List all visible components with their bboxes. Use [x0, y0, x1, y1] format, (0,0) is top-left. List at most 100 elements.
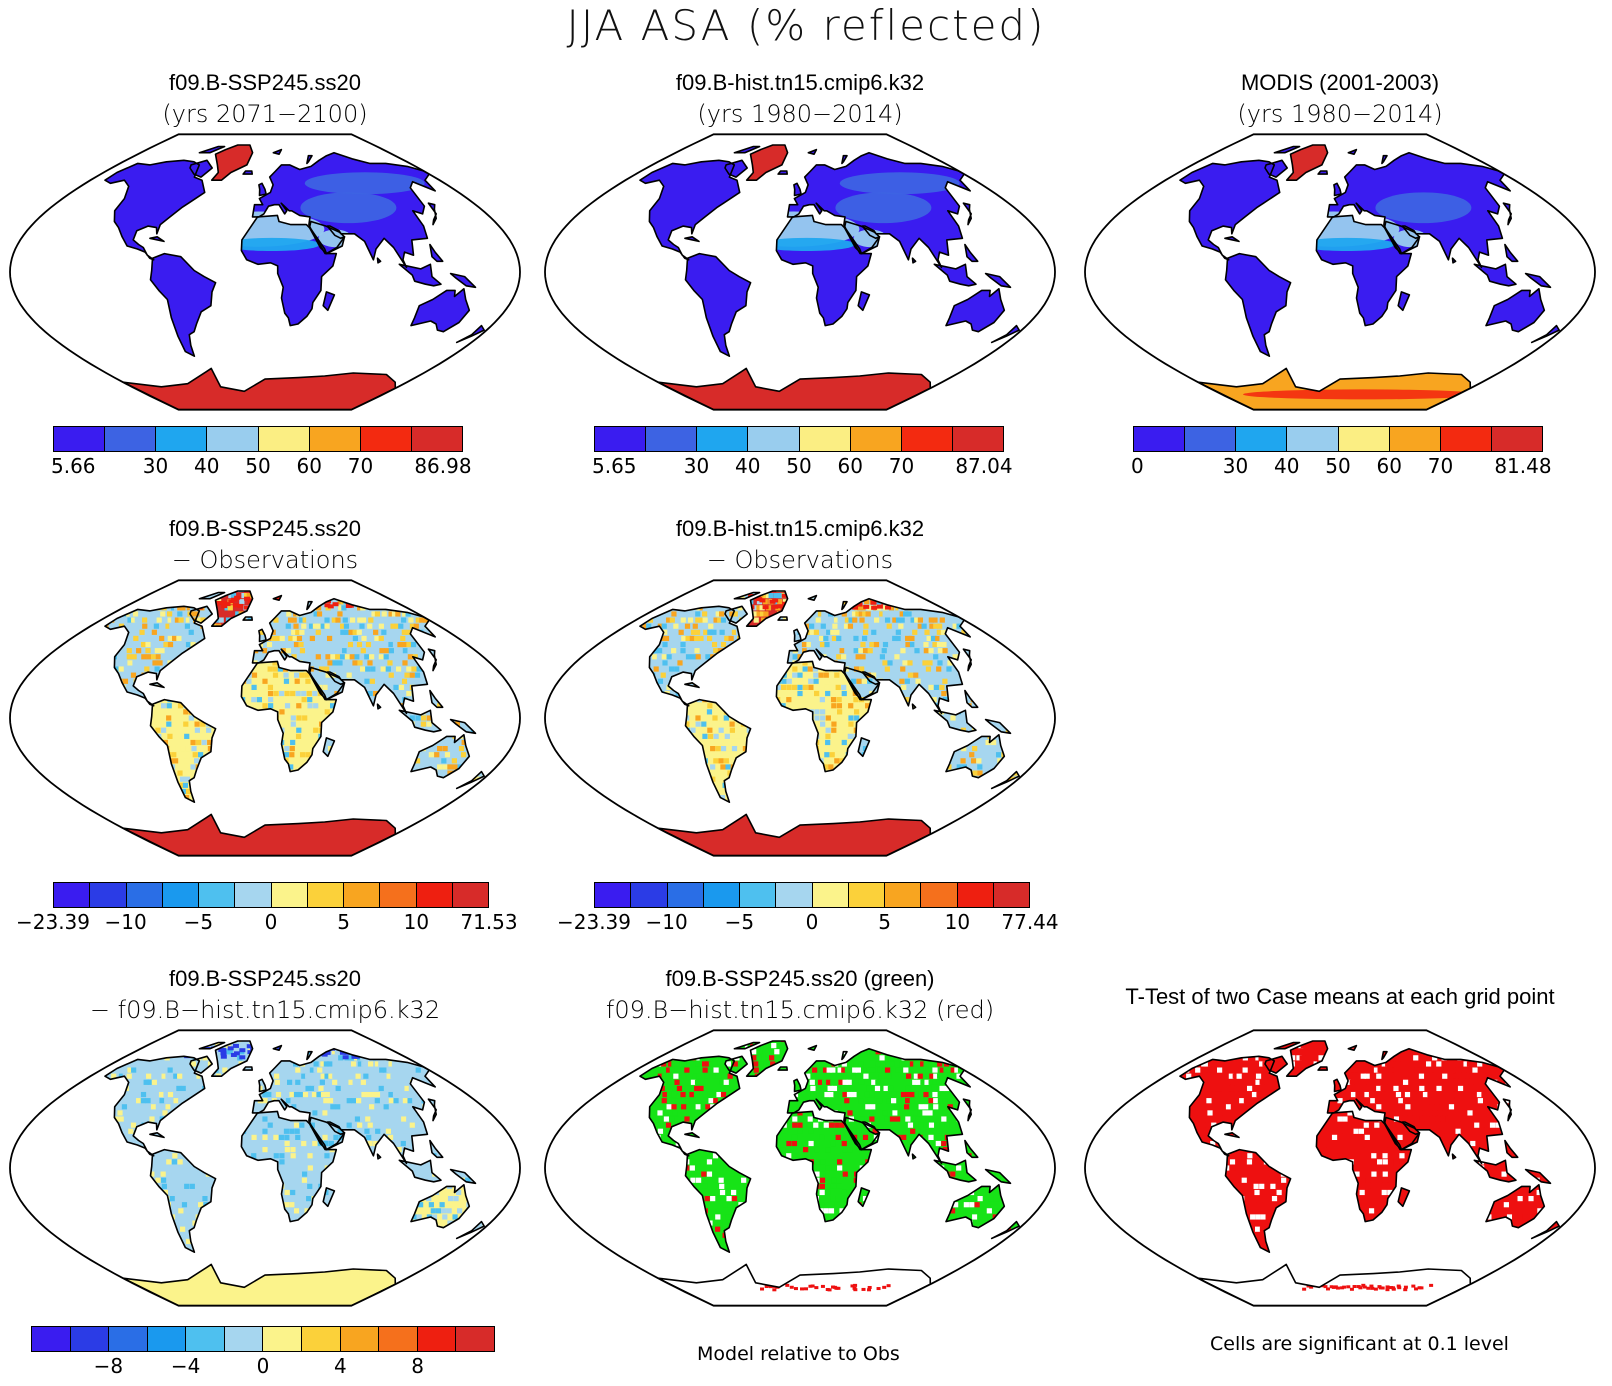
field-cell: [143, 1061, 149, 1067]
field-cell: [909, 635, 915, 642]
field-cell: [204, 1208, 210, 1214]
field-cell: [826, 629, 832, 635]
field-cell: [184, 697, 190, 703]
field-cell: [1034, 728, 1039, 733]
field-cell: [217, 641, 223, 648]
field-cell: [360, 617, 367, 623]
colorbar-swatch: [595, 883, 632, 907]
field-cell: [179, 1140, 185, 1147]
field-cell: [802, 752, 808, 758]
field-cell: [312, 770, 318, 776]
field-cell: [236, 764, 242, 770]
colorbar-swatch: [703, 883, 740, 907]
field-cell: [720, 617, 726, 623]
field-cell: [617, 746, 622, 751]
field-cell: [587, 691, 592, 696]
field-cell: [810, 641, 817, 648]
field-cell: [77, 1116, 82, 1121]
field-cell: [442, 666, 448, 672]
field-cell: [618, 777, 623, 782]
field-cell: [154, 666, 160, 672]
coastline: [911, 703, 917, 710]
field-cell: [349, 591, 355, 593]
field-cell: [325, 1041, 331, 1043]
field-cell: [887, 794, 894, 801]
field-cell: [791, 605, 797, 611]
field-cell: [869, 788, 875, 795]
field-cell: [823, 599, 829, 605]
field-cell: [430, 672, 436, 678]
field-cell: [167, 641, 174, 648]
field-cell: [307, 1041, 313, 1043]
field-cell: [316, 1196, 323, 1202]
field-cell: [111, 794, 117, 801]
field-cell: [923, 782, 929, 788]
field-cell: [163, 1067, 170, 1073]
field-cell: [105, 1189, 108, 1196]
field-cell: [206, 782, 212, 788]
field-cell: [361, 1085, 367, 1092]
land-australia: [1486, 288, 1545, 332]
field-cell: [313, 727, 319, 733]
field-cell: [360, 1079, 366, 1085]
field-cell: [453, 1177, 460, 1183]
field-cell: [832, 623, 838, 629]
field-cell: [925, 666, 932, 672]
field-cell: [370, 1232, 376, 1238]
field-cell: [180, 1085, 186, 1092]
field-cell: [39, 1135, 44, 1140]
field-cell: [1038, 746, 1043, 751]
field-cell: [792, 666, 798, 672]
field-cell: [939, 758, 945, 764]
field-cell: [123, 764, 129, 770]
field-cell: [762, 807, 768, 813]
field-cell: [748, 654, 755, 660]
field-cell: [353, 1165, 359, 1171]
colorbar-swatch: [697, 427, 749, 451]
field-cell: [713, 648, 719, 654]
field-cell: [111, 1073, 117, 1079]
field-cell: [963, 678, 969, 684]
field-cell: [146, 599, 152, 605]
field-patch: [304, 172, 425, 195]
coastline: [745, 144, 789, 181]
field-cell: [332, 602, 339, 607]
field-cell: [772, 801, 779, 807]
field-cell: [302, 1091, 309, 1098]
field-cell: [811, 591, 817, 593]
field-cell: [105, 709, 110, 715]
field-cell: [313, 703, 319, 709]
field-cell: [20, 703, 25, 708]
field-cell: [222, 1159, 228, 1165]
field-cell: [628, 764, 633, 769]
field-cell: [349, 617, 356, 623]
field-cell: [338, 605, 344, 611]
field-cell: [90, 1080, 95, 1085]
coastline: [933, 263, 977, 287]
field-cell: [157, 1043, 163, 1049]
field-cell: [64, 777, 69, 782]
field-cell: [805, 807, 811, 813]
colorbar-swatch: [162, 883, 199, 907]
field-cell: [397, 1067, 403, 1073]
field-cell: [272, 1122, 279, 1128]
field-cell: [676, 794, 683, 801]
field-cell: [855, 654, 861, 660]
field-cell: [483, 1122, 485, 1128]
field-cell: [714, 690, 720, 697]
field-cell: [897, 758, 903, 764]
field-cell: [482, 1177, 485, 1183]
field-cell: [444, 648, 451, 654]
field-cell: [241, 593, 247, 599]
field-cell: [245, 1085, 251, 1092]
field-cell: [692, 623, 698, 629]
field-cell: [246, 1134, 252, 1140]
field-cell: [36, 1190, 41, 1195]
field-cell: [278, 801, 284, 807]
field-cell: [332, 752, 338, 758]
field-cell: [238, 776, 244, 782]
field-cell: [612, 728, 617, 733]
field-cell: [262, 752, 268, 758]
field-cell: [382, 794, 389, 801]
field-cell: [172, 801, 178, 807]
